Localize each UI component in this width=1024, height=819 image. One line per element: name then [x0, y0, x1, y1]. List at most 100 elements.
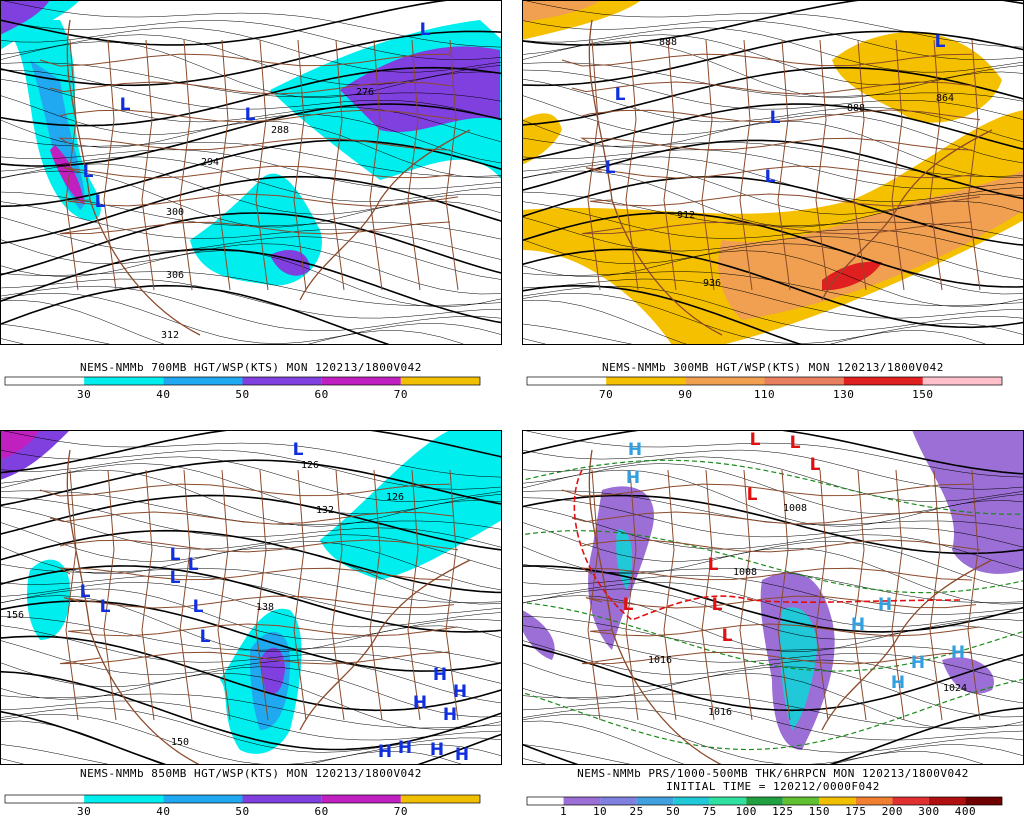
border: [929, 469, 943, 721]
contour-label: 1024: [943, 683, 967, 694]
colorbar-segment: [600, 797, 637, 805]
colorbar-label: 150: [912, 388, 933, 401]
colorbar-segment: [673, 797, 710, 805]
pressure-center: L: [935, 32, 946, 52]
colorbar-segment: [819, 797, 856, 805]
pressure-center: L: [245, 105, 256, 125]
border: [571, 81, 977, 95]
pressure-center: L: [293, 440, 304, 460]
border: [217, 469, 231, 721]
shading: [522, 113, 562, 165]
contour-label: 294: [201, 157, 219, 168]
colorbar-label: 50: [235, 388, 249, 401]
colorbar-segment: [527, 797, 564, 805]
contour: [0, 600, 502, 672]
shading: [260, 647, 285, 694]
streamline: [522, 149, 1024, 190]
colorbar-segment: [84, 377, 164, 385]
colorbar-segment: [843, 377, 923, 385]
pressure-center: L: [170, 545, 181, 565]
colorbar-label: 100: [736, 805, 757, 818]
border: [255, 469, 269, 721]
initial-time: INITIAL TIME = 120212/0000F042: [666, 780, 880, 793]
pressure-center: L: [95, 192, 106, 212]
pressure-center: L: [708, 555, 719, 575]
border: [407, 39, 421, 291]
border: [59, 539, 459, 553]
colorbar-segment: [242, 377, 322, 385]
streamline: [0, 78, 502, 143]
contour: [522, 678, 1024, 751]
contour: [0, 494, 502, 551]
colorbar-label: 130: [833, 388, 854, 401]
contour-label: 912: [677, 210, 695, 221]
streamline: [0, 522, 502, 591]
border: [49, 511, 455, 525]
streamline: [0, 239, 502, 295]
streamline: [0, 625, 502, 684]
border: [67, 193, 459, 207]
streamline: [522, 449, 1024, 490]
border: [561, 53, 973, 67]
streamline: [522, 293, 1024, 344]
contour: [522, 139, 1024, 200]
streamline: [0, 575, 502, 615]
colorbar-label: 60: [315, 388, 329, 401]
border: [663, 39, 677, 291]
border: [58, 567, 451, 581]
colorbar-label: 200: [882, 805, 903, 818]
map-panel: 888 888 912 936 960 864 L L L L L: [522, 0, 1024, 345]
streamline: [522, 95, 1024, 164]
colorbar-label: 175: [845, 805, 866, 818]
coastline: [588, 449, 993, 765]
pressure-center: L: [810, 455, 821, 475]
colorbar-segment: [242, 795, 322, 803]
contour-label: 126: [386, 492, 404, 503]
colorbar-segment: [400, 377, 480, 385]
colorbar-segment: [892, 797, 929, 805]
colorbar-label: 10: [593, 805, 607, 818]
border: [63, 595, 455, 609]
colorbar-segment: [400, 795, 480, 803]
pressure-center: H: [413, 693, 427, 713]
border: [58, 137, 451, 151]
pressure-center: L: [765, 167, 776, 187]
border: [929, 39, 943, 291]
streamline: [0, 27, 502, 73]
border: [179, 469, 193, 721]
border: [331, 39, 345, 291]
pressure-center: H: [911, 653, 925, 673]
panel-title: NEMS-NMMb 700MB HGT/WSP(KTS) MON 120213/…: [80, 361, 422, 374]
contour: [0, 66, 502, 127]
colorbar-label: 70: [394, 805, 408, 818]
contour: [0, 175, 502, 245]
contour: [522, 103, 1024, 161]
streamline: [522, 323, 638, 345]
colorbar-segment: [709, 797, 747, 805]
streamline: [522, 588, 1024, 640]
streamline: [0, 285, 502, 332]
pressure-center: H: [433, 665, 447, 685]
border: [967, 469, 981, 721]
border: [445, 39, 459, 291]
contour: [0, 248, 502, 324]
contour: [522, 430, 1024, 475]
streamline: [522, 575, 1024, 615]
streamline: [0, 662, 502, 718]
contour-label: 306: [166, 270, 184, 281]
streamline: [0, 582, 502, 628]
border: [65, 469, 79, 721]
border: [585, 165, 977, 179]
coastline: [588, 19, 993, 336]
streamline: [0, 62, 502, 102]
contour: [0, 0, 455, 46]
contour-label: 300: [166, 207, 184, 218]
streamline: [522, 563, 1024, 603]
border: [369, 469, 383, 721]
contour-label: 888: [847, 103, 865, 114]
pressure-center: H: [626, 468, 640, 488]
border: [815, 469, 829, 721]
colorbar-segment: [527, 377, 607, 385]
